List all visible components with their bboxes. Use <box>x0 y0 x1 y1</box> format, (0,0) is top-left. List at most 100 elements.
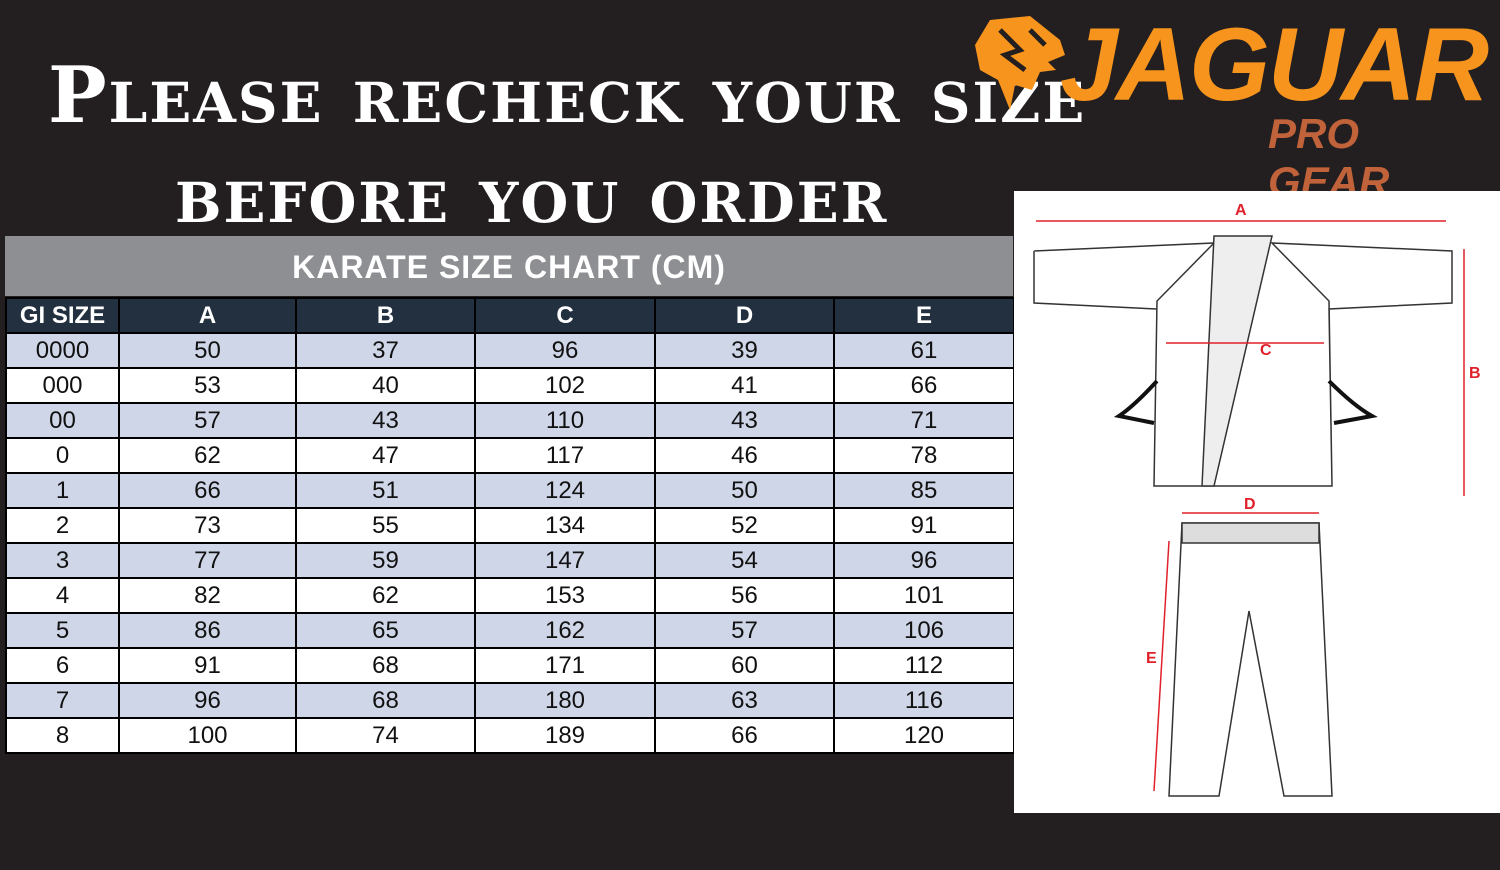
table-cell: 53 <box>118 367 297 404</box>
table-cell: 189 <box>474 717 656 754</box>
table-row: 7 96 68 180 63 116 <box>5 682 1015 719</box>
table-cell: 57 <box>654 612 835 649</box>
table-cell: 41 <box>654 367 835 404</box>
label-a: A <box>1235 202 1247 219</box>
table-row: 0 62 47 117 46 78 <box>5 437 1015 474</box>
table-cell: 180 <box>474 682 656 719</box>
table-cell: 47 <box>295 437 476 474</box>
table-cell: 46 <box>654 437 835 474</box>
table-cell: 96 <box>474 332 656 369</box>
table-cell: 1 <box>5 472 120 509</box>
table-cell: 73 <box>118 507 297 544</box>
label-b: B <box>1469 365 1481 382</box>
table-cell: 101 <box>833 577 1015 614</box>
size-table: GI SIZE A B C D E 0000 50 37 96 39 61 000 53 40 102 41 6… <box>5 297 1015 754</box>
table-cell: 43 <box>654 402 835 439</box>
table-cell: 5 <box>5 612 120 649</box>
table-cell: 124 <box>474 472 656 509</box>
table-cell: 50 <box>118 332 297 369</box>
gi-measurement-diagram: A B C D E <box>1014 191 1500 813</box>
table-cell: 82 <box>118 577 297 614</box>
table-cell: 96 <box>118 682 297 719</box>
table-cell: 54 <box>654 542 835 579</box>
table-row: 1 66 51 124 50 85 <box>5 472 1015 509</box>
table-row: 4 82 62 153 56 101 <box>5 577 1015 614</box>
table-cell: 6 <box>5 647 120 684</box>
table-cell: 52 <box>654 507 835 544</box>
column-header: B <box>295 297 476 334</box>
table-cell: 134 <box>474 507 656 544</box>
table-cell: 153 <box>474 577 656 614</box>
table-row: 5 86 65 162 57 106 <box>5 612 1015 649</box>
table-cell: 0000 <box>5 332 120 369</box>
table-cell: 102 <box>474 367 656 404</box>
table-header-row: GI SIZE A B C D E <box>5 297 1015 334</box>
table-cell: 71 <box>833 402 1015 439</box>
table-cell: 91 <box>833 507 1015 544</box>
table-cell: 61 <box>833 332 1015 369</box>
table-cell: 78 <box>833 437 1015 474</box>
table-cell: 100 <box>118 717 297 754</box>
table-cell: 37 <box>295 332 476 369</box>
table-row: 000 53 40 102 41 66 <box>5 367 1015 404</box>
table-cell: 86 <box>118 612 297 649</box>
table-cell: 77 <box>118 542 297 579</box>
table-cell: 120 <box>833 717 1015 754</box>
table-cell: 171 <box>474 647 656 684</box>
heading-line-1: Please recheck your size <box>48 50 1087 141</box>
table-cell: 59 <box>295 542 476 579</box>
table-row: 00 57 43 110 43 71 <box>5 402 1015 439</box>
table-cell: 68 <box>295 647 476 684</box>
table-cell: 3 <box>5 542 120 579</box>
table-row: 6 91 68 171 60 112 <box>5 647 1015 684</box>
table-cell: 96 <box>833 542 1015 579</box>
column-header: E <box>833 297 1015 334</box>
table-row: 3 77 59 147 54 96 <box>5 542 1015 579</box>
table-cell: 62 <box>295 577 476 614</box>
table-cell: 66 <box>833 367 1015 404</box>
column-header: C <box>474 297 656 334</box>
table-row: 0000 50 37 96 39 61 <box>5 332 1015 369</box>
column-header: GI SIZE <box>5 297 120 334</box>
table-cell: 39 <box>654 332 835 369</box>
table-cell: 50 <box>654 472 835 509</box>
table-cell: 66 <box>118 472 297 509</box>
table-cell: 00 <box>5 402 120 439</box>
table-cell: 8 <box>5 717 120 754</box>
table-cell: 74 <box>295 717 476 754</box>
table-cell: 66 <box>654 717 835 754</box>
table-cell: 2 <box>5 507 120 544</box>
table-cell: 55 <box>295 507 476 544</box>
table-cell: 68 <box>295 682 476 719</box>
table-row: 2 73 55 134 52 91 <box>5 507 1015 544</box>
table-cell: 116 <box>833 682 1015 719</box>
jaguar-head-icon <box>975 16 1065 110</box>
table-cell: 60 <box>654 647 835 684</box>
column-header: A <box>118 297 297 334</box>
table-cell: 40 <box>295 367 476 404</box>
table-cell: 162 <box>474 612 656 649</box>
label-d: D <box>1244 496 1256 513</box>
table-cell: 000 <box>5 367 120 404</box>
table-cell: 65 <box>295 612 476 649</box>
table-cell: 91 <box>118 647 297 684</box>
brand-name: JAGUAR <box>1060 7 1489 123</box>
heading-line-2: before you order <box>175 150 889 241</box>
table-cell: 110 <box>474 402 656 439</box>
brand-logo: JAGUAR PRO GEAR <box>970 7 1489 205</box>
table-cell: 57 <box>118 402 297 439</box>
table-cell: 43 <box>295 402 476 439</box>
table-cell: 85 <box>833 472 1015 509</box>
table-cell: 117 <box>474 437 656 474</box>
table-cell: 147 <box>474 542 656 579</box>
table-cell: 4 <box>5 577 120 614</box>
table-cell: 7 <box>5 682 120 719</box>
column-header: D <box>654 297 835 334</box>
table-cell: 62 <box>118 437 297 474</box>
label-e: E <box>1146 650 1157 667</box>
chart-title: KARATE SIZE CHART (CM) <box>5 236 1013 296</box>
table-cell: 63 <box>654 682 835 719</box>
table-cell: 112 <box>833 647 1015 684</box>
table-cell: 0 <box>5 437 120 474</box>
label-c: C <box>1260 342 1272 359</box>
